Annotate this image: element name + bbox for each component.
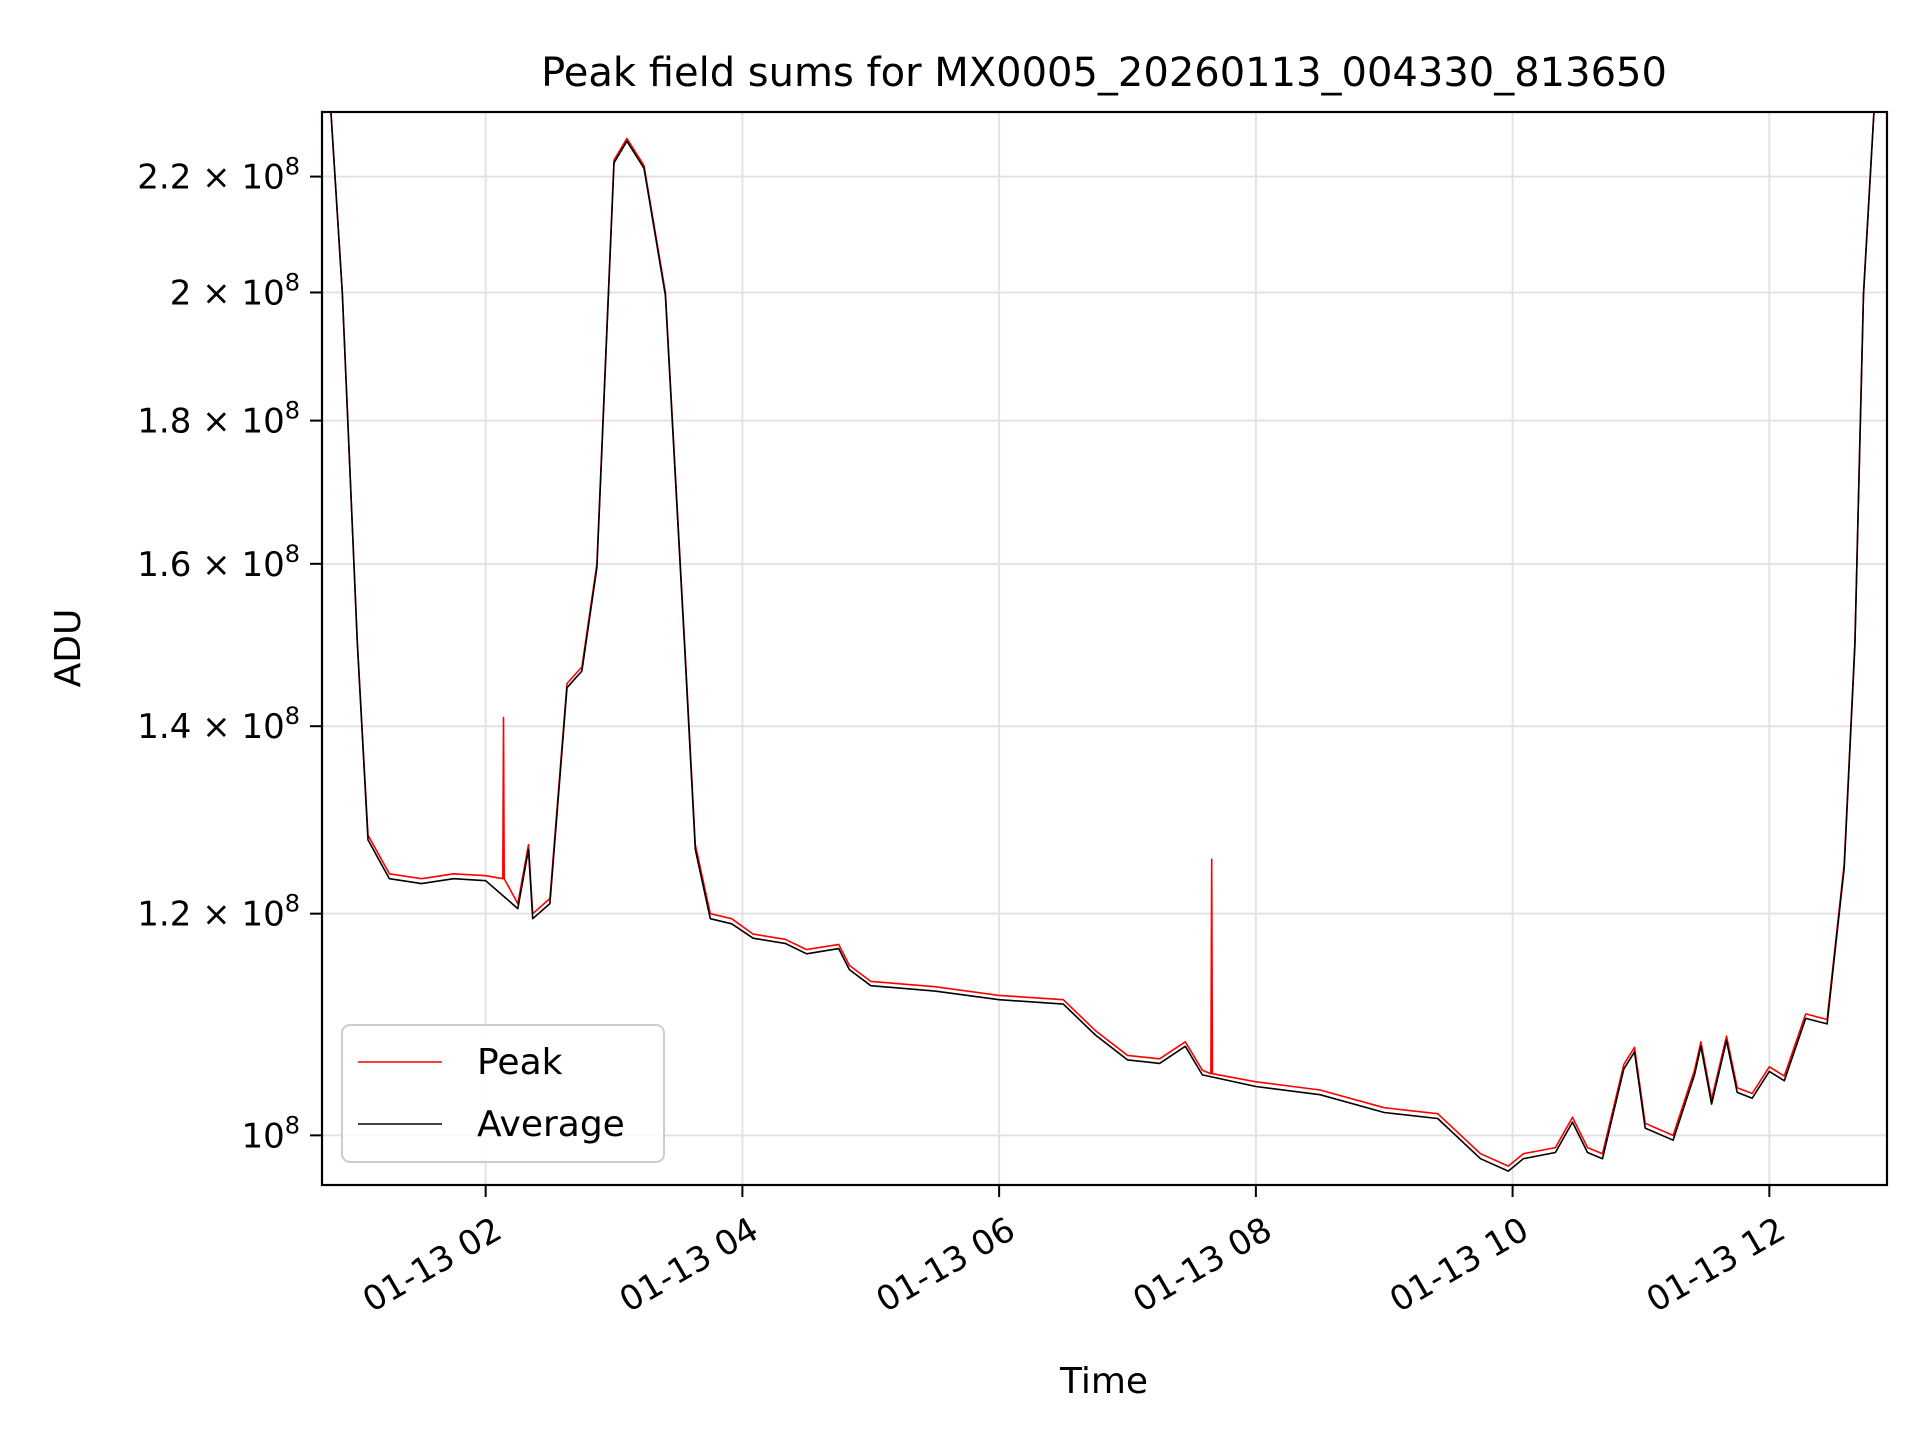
y-tick-label: 1.8 × 108 [137, 397, 300, 442]
plot-frame [320, 110, 1889, 1187]
series-layer [330, 112, 1875, 1172]
y-tick-label: 1.2 × 108 [137, 890, 300, 935]
y-tick-label: 108 [241, 1111, 300, 1156]
legend-label-average: Average [477, 1104, 625, 1145]
legend-box [341, 1024, 665, 1163]
x-axis-label: Time [1059, 1361, 1148, 1402]
y-tick-label: 1.6 × 108 [137, 540, 300, 585]
series-line-peak [330, 112, 1875, 1167]
y-axis-label: ADU [48, 609, 89, 688]
y-tick-label: 2.2 × 108 [137, 153, 300, 198]
legend: Peak Average [341, 1024, 665, 1163]
y-tick-label: 2 × 108 [170, 268, 300, 313]
chart-title: Peak field sums for MX0005_20260113_0043… [541, 50, 1667, 96]
y-tick-label: 1.4 × 108 [137, 702, 300, 747]
series-line-average [330, 112, 1875, 1172]
legend-label-peak: Peak [477, 1042, 563, 1083]
grid-lines [322, 112, 1887, 1185]
